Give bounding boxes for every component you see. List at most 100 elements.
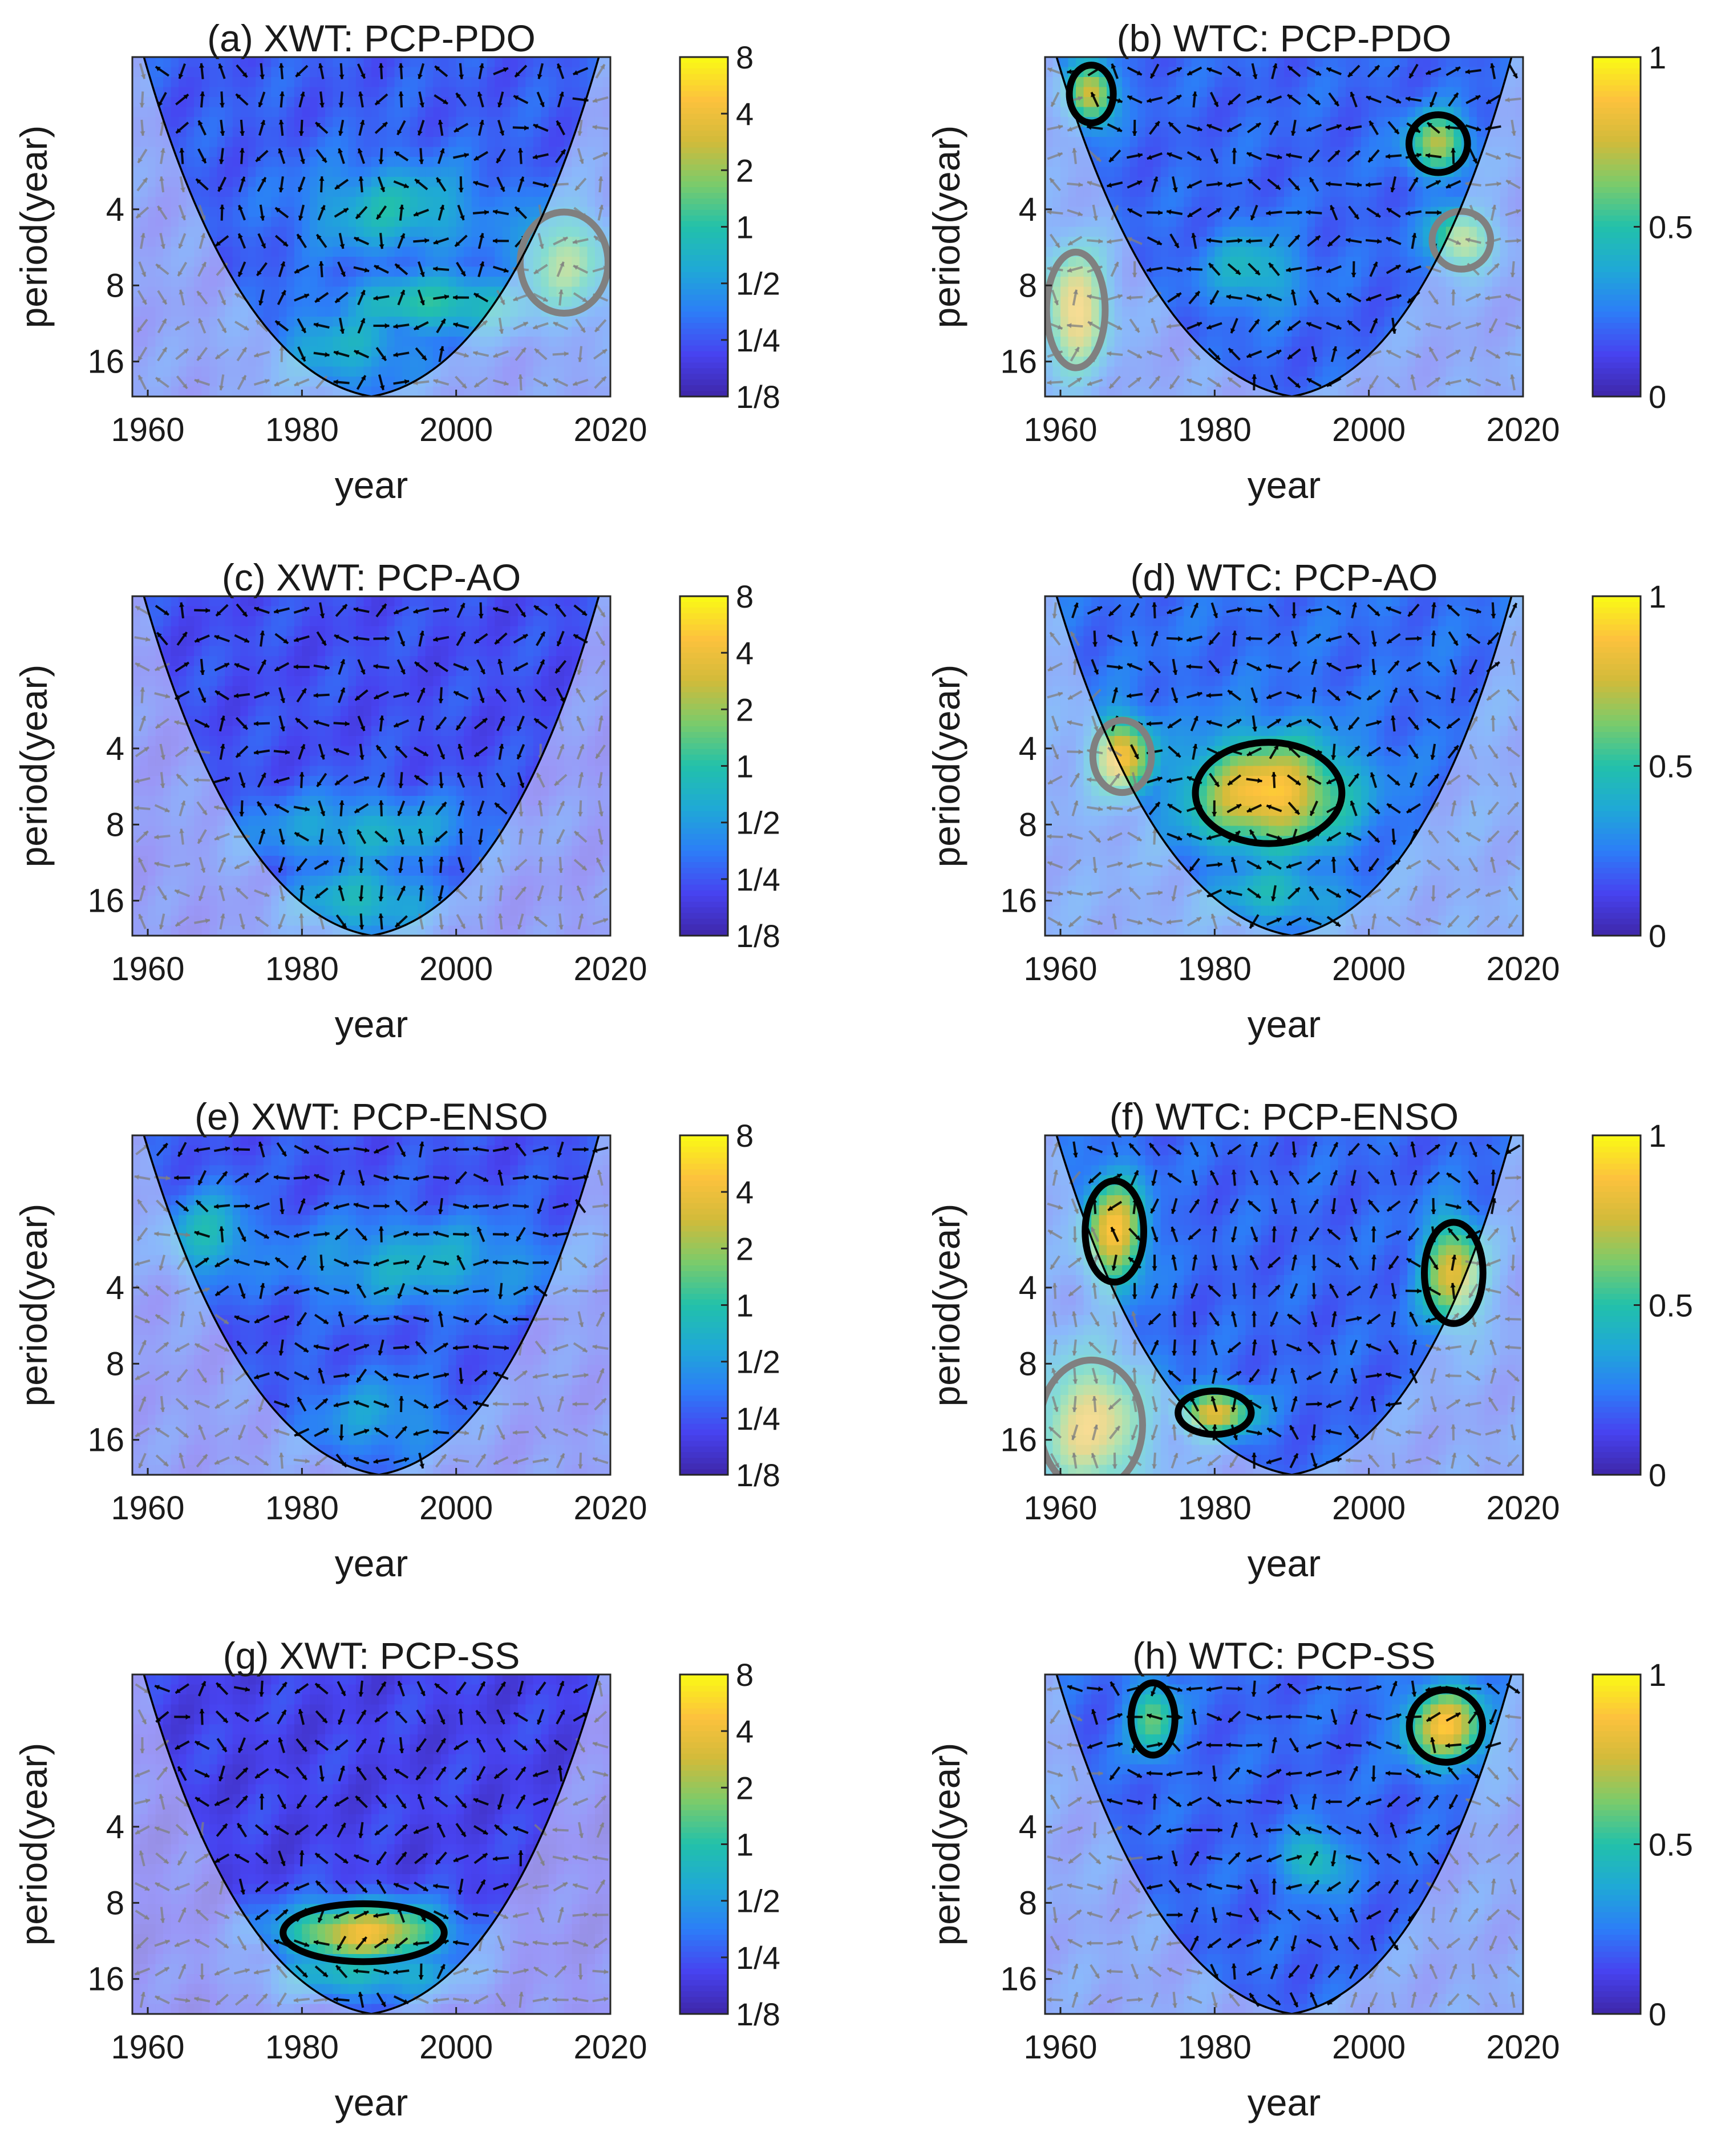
heatmap-cell bbox=[1052, 157, 1061, 168]
heatmap-cell bbox=[148, 246, 156, 257]
heatmap-cell bbox=[248, 117, 257, 128]
heatmap-cell bbox=[286, 217, 295, 228]
heatmap-cell bbox=[1114, 167, 1123, 177]
heatmap-cell bbox=[355, 77, 365, 88]
heatmap-cell bbox=[186, 297, 195, 308]
heatmap-cell bbox=[1206, 77, 1216, 88]
heatmap-cell bbox=[148, 326, 156, 337]
heatmap-cell bbox=[418, 337, 426, 347]
heatmap-cell bbox=[579, 337, 588, 347]
heatmap-cell bbox=[225, 366, 233, 377]
heatmap-cell bbox=[225, 127, 233, 137]
heatmap-cell bbox=[1199, 226, 1208, 237]
heatmap-cell bbox=[1376, 157, 1385, 168]
heatmap-cell bbox=[1099, 77, 1107, 88]
heatmap-cell bbox=[464, 207, 472, 217]
heatmap-cell bbox=[440, 386, 449, 397]
heatmap-cell bbox=[402, 257, 411, 268]
heatmap-cell bbox=[256, 107, 264, 118]
heatmap-cell bbox=[1376, 197, 1385, 208]
heatmap-cell bbox=[1052, 317, 1061, 327]
heatmap-cell bbox=[1330, 306, 1339, 317]
heatmap-cell bbox=[525, 187, 534, 197]
heatmap-cell bbox=[1076, 157, 1084, 168]
heatmap-cell bbox=[148, 157, 156, 168]
heatmap-cell bbox=[1315, 177, 1323, 188]
heatmap-cell bbox=[1091, 246, 1100, 257]
heatmap-cell bbox=[1307, 217, 1315, 228]
heatmap-cell bbox=[1268, 157, 1277, 168]
heatmap-cell bbox=[1253, 357, 1262, 367]
heatmap-cell bbox=[564, 357, 573, 367]
heatmap-cell bbox=[148, 97, 156, 108]
heatmap-cell bbox=[263, 337, 272, 347]
heatmap-cell bbox=[1368, 187, 1377, 197]
heatmap-cell bbox=[448, 77, 457, 88]
phase-arrow bbox=[139, 63, 146, 79]
phase-arrow bbox=[493, 67, 509, 76]
heatmap-cell bbox=[1276, 366, 1285, 377]
phase-arrow bbox=[473, 151, 489, 161]
heatmap-cell bbox=[309, 337, 318, 347]
heatmap-cell bbox=[1392, 306, 1400, 317]
heatmap-cell bbox=[132, 257, 141, 268]
heatmap-cell bbox=[1176, 226, 1185, 237]
heatmap-cell bbox=[564, 266, 573, 277]
heatmap-cell bbox=[1353, 226, 1362, 237]
heatmap-cell bbox=[471, 277, 480, 288]
heatmap-cell bbox=[517, 366, 527, 377]
heatmap-cell bbox=[548, 137, 557, 148]
heatmap-cell bbox=[263, 197, 272, 208]
heatmap-cell bbox=[510, 337, 519, 347]
heatmap-cell bbox=[1376, 306, 1385, 317]
colorbar-segment bbox=[680, 147, 728, 154]
heatmap-cell bbox=[140, 277, 148, 288]
heatmap-cell bbox=[1284, 107, 1293, 118]
heatmap-cell bbox=[1384, 87, 1393, 98]
heatmap-cell bbox=[163, 357, 172, 367]
heatmap-cell bbox=[464, 386, 472, 397]
heatmap-cell bbox=[1076, 137, 1084, 148]
heatmap-cell bbox=[371, 177, 380, 188]
heatmap-cell bbox=[1060, 187, 1069, 197]
heatmap-cell bbox=[587, 97, 596, 108]
heatmap-cell bbox=[1276, 137, 1285, 148]
heatmap-cell bbox=[1315, 337, 1323, 347]
heatmap-cell bbox=[171, 386, 179, 397]
heatmap-cell bbox=[1091, 217, 1100, 228]
heatmap-cell bbox=[1199, 167, 1208, 177]
colorbar-tick-label: 1 bbox=[1649, 39, 1666, 75]
heatmap-cell bbox=[387, 226, 395, 237]
heatmap-cell bbox=[363, 187, 372, 197]
heatmap-cell bbox=[1060, 317, 1069, 327]
heatmap-cell bbox=[1299, 187, 1308, 197]
heatmap-cell bbox=[548, 67, 557, 78]
heatmap-cell bbox=[548, 77, 557, 88]
heatmap-cell bbox=[232, 217, 241, 228]
heatmap-cell bbox=[1268, 137, 1277, 148]
heatmap-cell bbox=[232, 257, 241, 268]
heatmap-cell bbox=[163, 257, 172, 268]
phase-arrow bbox=[278, 176, 284, 193]
heatmap-cell bbox=[263, 366, 272, 377]
heatmap-cell bbox=[387, 346, 395, 357]
heatmap-cell bbox=[1045, 386, 1054, 397]
heatmap-cell bbox=[517, 357, 527, 367]
heatmap-cell bbox=[1299, 137, 1308, 148]
heatmap-cell bbox=[1376, 297, 1385, 308]
heatmap-cell bbox=[1299, 326, 1308, 337]
phase-arrow bbox=[572, 378, 589, 386]
heatmap-cell bbox=[333, 386, 341, 397]
heatmap-cell bbox=[1291, 277, 1300, 288]
heatmap-cell bbox=[1237, 77, 1246, 88]
phase-arrow bbox=[373, 323, 390, 329]
heatmap-cell bbox=[1322, 326, 1331, 337]
heatmap-cell bbox=[1284, 297, 1293, 308]
heatmap-cell bbox=[440, 107, 449, 118]
heatmap-cell bbox=[495, 257, 503, 268]
heatmap-cell bbox=[232, 177, 241, 188]
heatmap-cell bbox=[1276, 306, 1285, 317]
phase-arrow bbox=[274, 207, 289, 219]
heatmap-cell bbox=[410, 157, 418, 168]
